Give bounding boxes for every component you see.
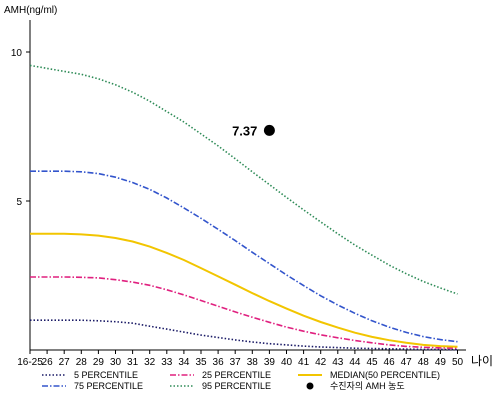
legend: 5 PERCENTILE 25 PERCENTILE MEDIAN(50 PERCE… — [42, 370, 440, 391]
x-tick-label: 37 — [230, 357, 242, 368]
x-tick-label: 44 — [349, 357, 361, 368]
y-tick-label: 10 — [11, 48, 23, 59]
legend-marker-dot — [306, 382, 314, 390]
x-tick-label: 47 — [401, 357, 413, 368]
x-tick-label: 34 — [178, 357, 190, 368]
x-tick-label: 45 — [366, 357, 378, 368]
series-line-1 — [30, 276, 458, 349]
legend-label-3: 75 PERCENTILE — [74, 381, 143, 391]
patient-marker-label: 7.37 — [232, 123, 257, 138]
series-line-0 — [30, 319, 458, 351]
y-ticks: 5 10 — [11, 48, 30, 208]
x-tick-label: 39 — [264, 357, 276, 368]
x-tick-label: 16-25 — [17, 357, 43, 368]
x-axis-label: 나이 — [471, 354, 493, 368]
x-tick-label: 26 — [42, 357, 54, 368]
x-tick-label: 49 — [435, 357, 447, 368]
x-tick-label: 42 — [315, 357, 327, 368]
x-tick-label: 38 — [247, 357, 259, 368]
patient-marker: 7.37 — [232, 123, 275, 138]
x-tick-label: 27 — [59, 357, 71, 368]
series-lines — [29, 64, 458, 351]
x-tick-label: 36 — [213, 357, 225, 368]
patient-marker-dot — [263, 124, 275, 136]
series-line-4 — [29, 64, 458, 295]
x-tick-label: 35 — [195, 357, 207, 368]
x-tick-label: 48 — [418, 357, 430, 368]
series-line-2 — [30, 232, 458, 348]
legend-label-1: 25 PERCENTILE — [202, 370, 271, 380]
legend-label-2: MEDIAN(50 PERCENTILE) — [330, 370, 440, 380]
legend-marker-label: 수진자의 AMH 농도 — [330, 381, 405, 391]
x-tick-label: 29 — [93, 357, 105, 368]
x-tick-label: 40 — [281, 357, 293, 368]
legend-label-0: 5 PERCENTILE — [74, 370, 138, 380]
legend-label-4: 95 PERCENTILE — [202, 381, 271, 391]
y-tick-label: 5 — [16, 197, 22, 208]
series-line-3 — [30, 170, 458, 343]
x-tick-label: 28 — [76, 357, 88, 368]
x-tick-label: 31 — [127, 357, 139, 368]
x-tick-label: 33 — [161, 357, 173, 368]
y-axis-label: AMH(ng/ml) — [4, 5, 57, 16]
x-tick-label: 46 — [384, 357, 396, 368]
x-tick-label: 41 — [298, 357, 310, 368]
x-tick-label: 43 — [332, 357, 344, 368]
x-tick-label: 50 — [452, 357, 464, 368]
x-tick-label: 30 — [110, 357, 122, 368]
x-tick-label: 32 — [144, 357, 156, 368]
